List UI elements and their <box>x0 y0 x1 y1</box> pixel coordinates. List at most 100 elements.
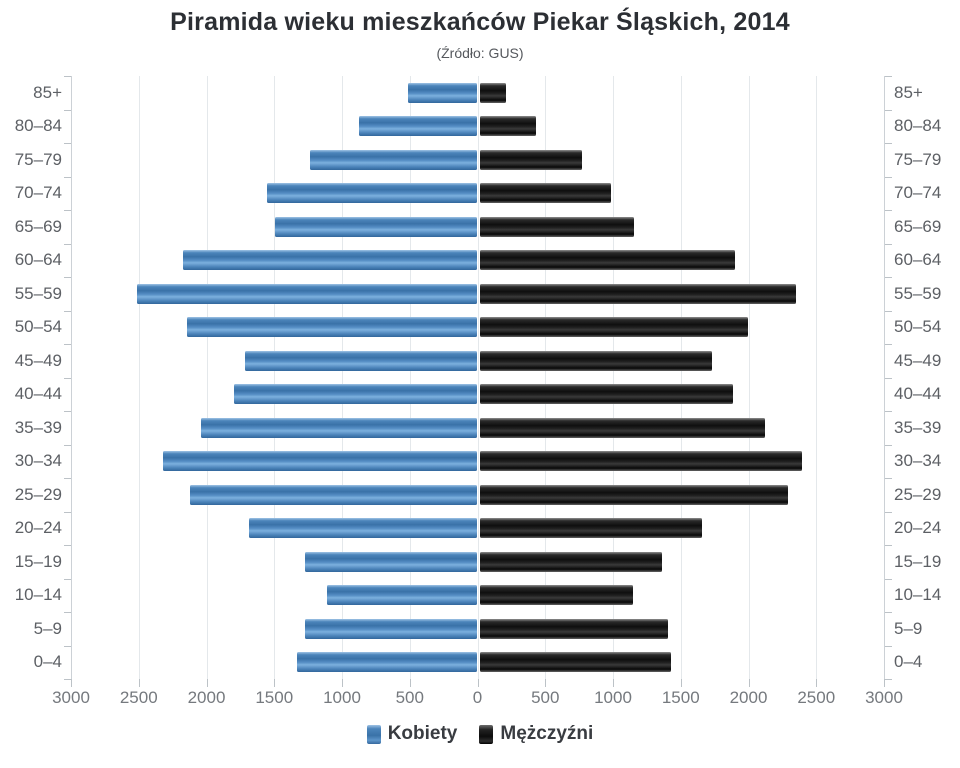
bar-women-40–44 <box>234 384 477 405</box>
gridline <box>613 76 614 679</box>
axis-tick-left <box>64 344 71 345</box>
axis-tick-right <box>885 545 892 546</box>
legend-label-men: Mężczyźni <box>500 723 594 744</box>
age-label-right: 75–79 <box>894 149 942 169</box>
gridline <box>545 76 547 679</box>
age-label-left: 70–74 <box>14 183 62 203</box>
axis-tick-left <box>64 612 71 613</box>
age-label-right: 30–34 <box>894 451 942 471</box>
bar-men-85+ <box>480 82 506 103</box>
axis-tick-left <box>64 545 71 546</box>
y-axis-line-right <box>884 76 885 679</box>
bar-women-80–84 <box>359 116 477 137</box>
bar-women-35–39 <box>200 417 477 438</box>
x-tick-label: 2500 <box>119 688 158 707</box>
age-label-left: 85+ <box>33 82 62 102</box>
age-label-left: 5–9 <box>33 618 62 638</box>
age-label-left: 80–84 <box>14 116 62 136</box>
x-tick-label: 3000 <box>865 688 903 707</box>
bar-men-35–39 <box>480 417 765 438</box>
bar-men-60–64 <box>480 250 735 271</box>
x-axis-tick <box>206 679 208 687</box>
bar-women-60–64 <box>182 250 477 271</box>
axis-tick-left <box>64 277 71 278</box>
gridline <box>816 76 818 679</box>
legend-label-women: Kobiety <box>387 723 458 744</box>
bar-men-5–9 <box>480 618 669 639</box>
gridline <box>477 76 479 679</box>
bar-women-50–54 <box>187 317 477 338</box>
axis-tick-right <box>885 277 892 278</box>
age-label-left: 65–69 <box>14 216 62 236</box>
legend-item-men: Mężczyźni <box>479 723 593 745</box>
age-label-left: 15–19 <box>14 551 62 571</box>
bar-men-55–59 <box>480 283 796 304</box>
axis-tick-left <box>64 176 71 178</box>
axis-tick-left <box>64 377 71 379</box>
axis-tick-right <box>885 344 892 345</box>
bar-men-70–74 <box>480 183 612 204</box>
age-label-right: 70–74 <box>894 183 942 203</box>
x-axis-tick <box>884 679 885 687</box>
axis-tick-right <box>885 210 892 211</box>
x-axis-tick <box>680 679 682 687</box>
age-label-left: 45–49 <box>14 350 62 370</box>
axis-tick-left <box>64 411 71 412</box>
x-tick-label: 2000 <box>187 688 226 707</box>
axis-tick-right <box>885 377 892 379</box>
axis-tick-right <box>885 612 892 613</box>
bar-men-40–44 <box>480 384 734 405</box>
axis-tick-left <box>64 645 71 647</box>
age-label-left: 55–59 <box>14 283 62 303</box>
chart-subtitle: (Źródło: GUS) <box>436 45 524 61</box>
age-label-right: 20–24 <box>894 518 942 538</box>
bar-women-65–69 <box>275 216 477 237</box>
axis-tick-right <box>885 243 892 245</box>
bar-men-65–69 <box>480 216 635 237</box>
axis-tick-left <box>64 109 71 111</box>
x-tick-label: 2500 <box>797 688 836 707</box>
gridline <box>274 76 276 679</box>
x-axis-tick <box>613 679 614 687</box>
x-tick-label: 0 <box>472 688 483 707</box>
x-tick-label: 1500 <box>661 688 700 707</box>
age-label-right: 40–44 <box>894 384 942 404</box>
gridline <box>206 76 208 679</box>
x-tick-label: 1500 <box>255 688 294 707</box>
x-axis-tick <box>71 679 72 687</box>
bar-women-85+ <box>407 82 477 103</box>
axis-tick-right <box>885 143 892 144</box>
age-label-right: 35–39 <box>894 417 942 437</box>
axis-tick-right <box>885 478 892 479</box>
bar-women-10–14 <box>326 585 477 606</box>
age-label-left: 0–4 <box>33 652 62 672</box>
bar-women-30–34 <box>162 451 477 472</box>
age-label-right: 55–59 <box>894 283 942 303</box>
legend-item-women: Kobiety <box>366 723 458 745</box>
age-label-right: 45–49 <box>894 350 942 370</box>
axis-tick-right <box>885 176 892 178</box>
axis-tick-right <box>885 76 892 77</box>
x-axis-tick <box>477 679 479 687</box>
axis-tick-right <box>885 444 892 446</box>
legend-swatch-women-icon <box>366 724 381 744</box>
axis-tick-right <box>885 310 892 312</box>
bar-women-15–19 <box>304 551 477 572</box>
bar-women-75–79 <box>310 149 477 170</box>
x-axis-tick <box>816 679 818 687</box>
axis-tick-left <box>64 210 71 211</box>
legend-swatch-men-icon <box>479 724 494 744</box>
bar-men-50–54 <box>480 317 749 338</box>
axis-tick-right <box>885 679 892 680</box>
bar-men-80–84 <box>480 116 536 137</box>
bar-men-45–49 <box>480 350 712 371</box>
bar-men-75–79 <box>480 149 582 170</box>
bar-women-45–49 <box>245 350 477 371</box>
x-tick-label: 500 <box>395 688 424 707</box>
x-tick-label: 1000 <box>594 688 632 707</box>
bar-men-10–14 <box>480 585 634 606</box>
axis-tick-left <box>64 444 71 446</box>
chart-title: Piramida wieku mieszkańców Piekar Śląski… <box>170 8 790 36</box>
